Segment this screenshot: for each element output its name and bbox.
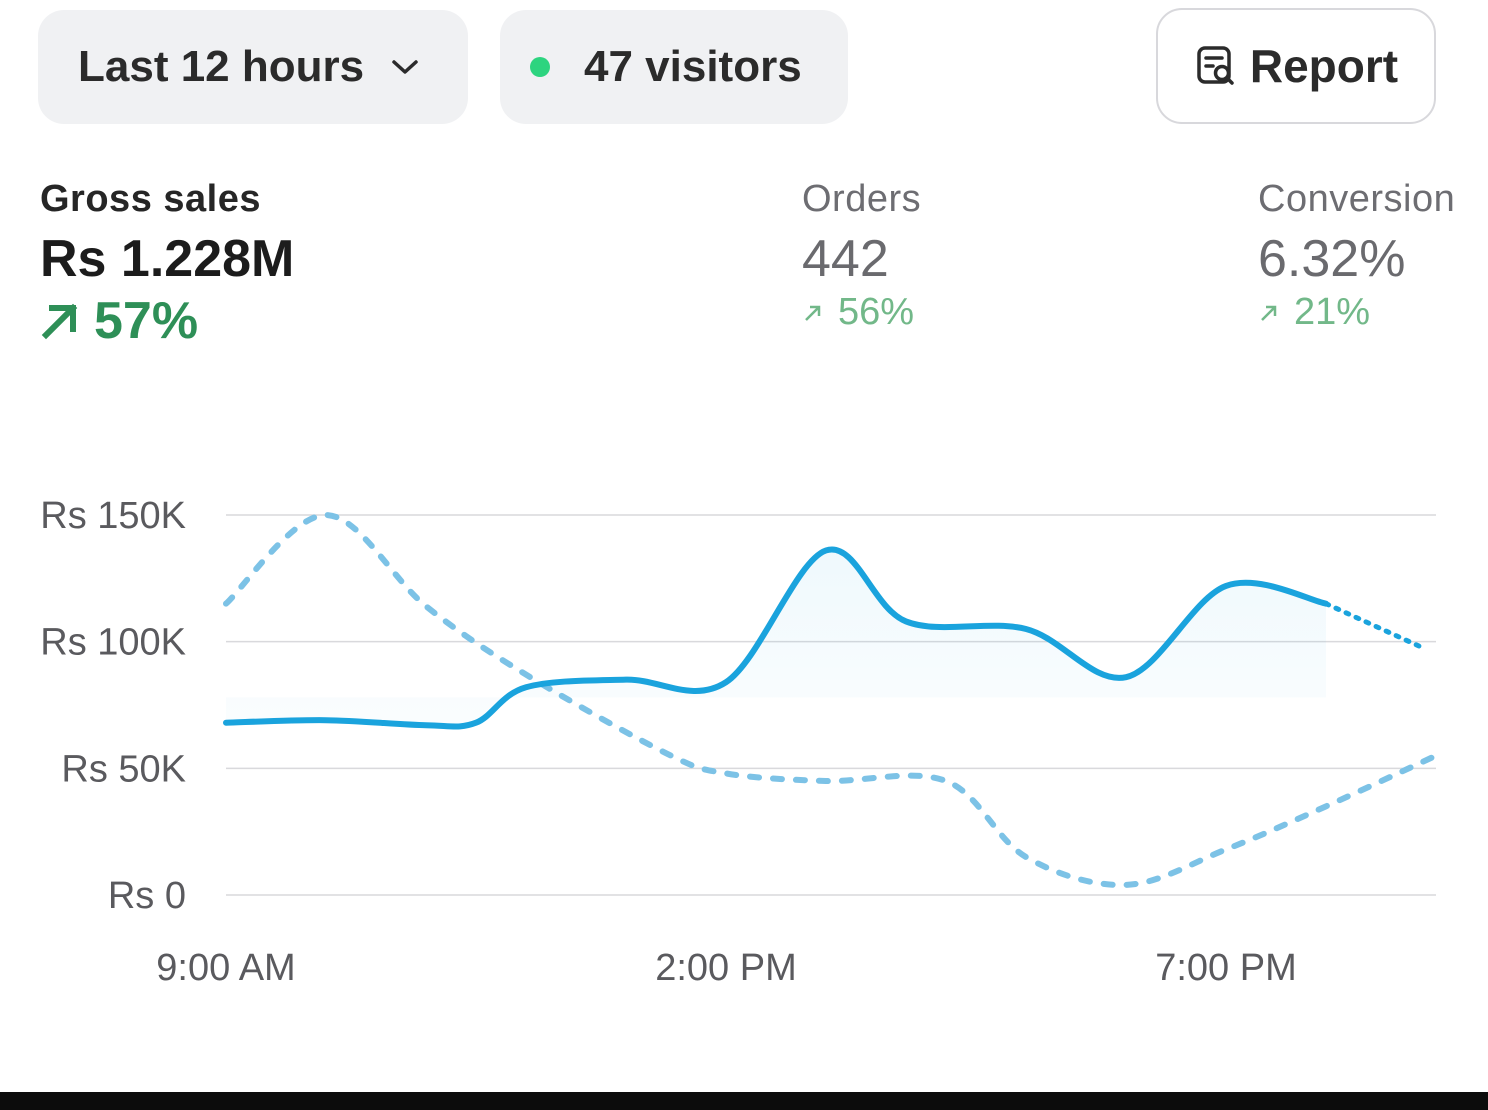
live-visitors-badge[interactable]: 47 visitors xyxy=(500,10,848,124)
trend-up-arrow-icon xyxy=(802,302,824,324)
trend-up-arrow-icon xyxy=(40,301,80,341)
conversion-delta-value: 21% xyxy=(1294,291,1371,333)
time-range-dropdown[interactable]: Last 12 hours xyxy=(38,10,468,124)
current-series-area xyxy=(226,549,1326,727)
y-tick-label: Rs 100K xyxy=(40,622,186,664)
x-tick-label: 2:00 PM xyxy=(655,947,797,989)
orders-delta-value: 56% xyxy=(838,291,915,333)
screen-bottom-edge xyxy=(0,1092,1488,1110)
metric-orders[interactable]: Orders 442 56% xyxy=(802,178,921,334)
report-button[interactable]: Report xyxy=(1156,8,1436,124)
chevron-down-icon xyxy=(390,57,420,77)
live-indicator-dot xyxy=(530,57,550,77)
orders-delta: 56% xyxy=(802,291,921,334)
orders-value: 442 xyxy=(802,230,889,288)
report-search-icon xyxy=(1194,44,1238,88)
metric-gross-sales[interactable]: Gross sales Rs 1.228M 57% xyxy=(40,178,294,351)
orders-label: Orders xyxy=(802,178,922,220)
gross-sales-chart: Rs 150K Rs 100K Rs 50K Rs 0 9:00 AM 2:00 PM 7… xyxy=(40,495,1439,989)
gross-sales-value: Rs 1.228M xyxy=(40,230,295,288)
chart-series xyxy=(223,511,1439,888)
gross-sales-delta: 57% xyxy=(40,291,294,351)
visitors-count: 47 visitors xyxy=(584,42,802,91)
gross-sales-label: Gross sales xyxy=(40,178,261,220)
y-axis: Rs 150K Rs 100K Rs 50K Rs 0 xyxy=(40,495,186,917)
conversion-label: Conversion xyxy=(1258,178,1456,220)
y-tick-label: Rs 150K xyxy=(40,495,186,537)
time-range-label: Last 12 hours xyxy=(78,42,365,91)
x-axis: 9:00 AM 2:00 PM 7:00 PM xyxy=(156,947,1296,989)
x-tick-label: 7:00 PM xyxy=(1155,947,1297,989)
trend-up-arrow-icon xyxy=(1258,302,1280,324)
comparison-series-line xyxy=(223,511,1439,888)
conversion-delta: 21% xyxy=(1258,291,1455,334)
x-tick-label: 9:00 AM xyxy=(156,947,295,989)
conversion-value: 6.32% xyxy=(1258,230,1406,288)
current-series-line xyxy=(223,546,1329,730)
gross-sales-delta-value: 57% xyxy=(94,292,199,350)
metric-conversion[interactable]: Conversion 6.32% 21% xyxy=(1258,178,1455,334)
report-label: Report xyxy=(1249,40,1399,92)
y-tick-label: Rs 0 xyxy=(108,875,186,917)
projected-series-line xyxy=(1323,601,1429,652)
y-tick-label: Rs 50K xyxy=(61,748,186,790)
